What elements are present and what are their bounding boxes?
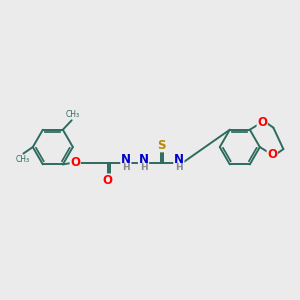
Text: O: O (267, 148, 277, 161)
Text: N: N (121, 154, 131, 166)
Text: S: S (157, 139, 165, 152)
Text: CH₃: CH₃ (15, 155, 29, 164)
Text: H: H (140, 163, 148, 172)
Text: N: N (139, 154, 148, 166)
Text: CH₃: CH₃ (65, 110, 79, 119)
Text: H: H (122, 163, 130, 172)
Text: O: O (257, 116, 267, 129)
Text: O: O (70, 156, 80, 170)
Text: H: H (175, 163, 183, 172)
Text: O: O (103, 174, 112, 187)
Text: N: N (174, 154, 184, 166)
